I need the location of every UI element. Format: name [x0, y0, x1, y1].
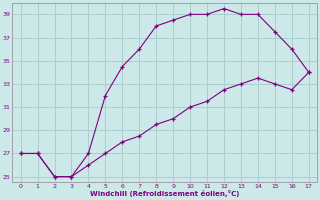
X-axis label: Windchill (Refroidissement éolien,°C): Windchill (Refroidissement éolien,°C) — [90, 190, 239, 197]
